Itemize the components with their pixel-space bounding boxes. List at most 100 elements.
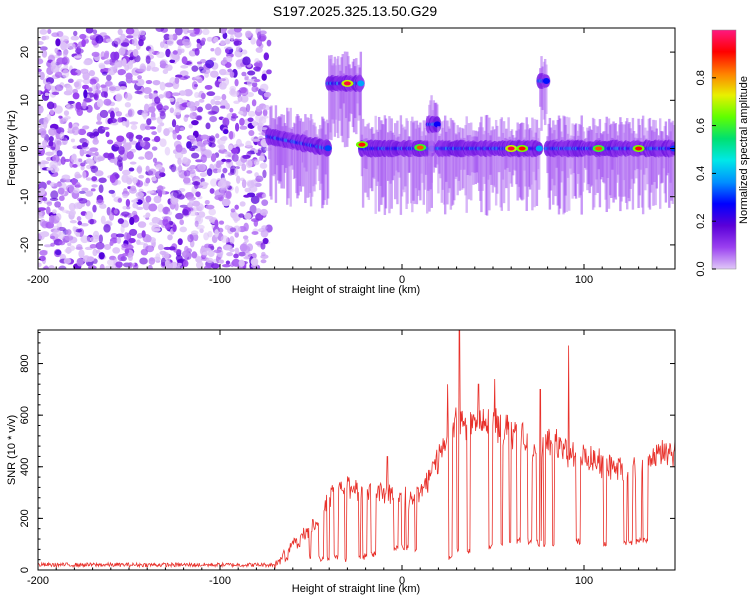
spectrogram-noise-cell [89, 165, 96, 169]
spectrogram-noise-cell [40, 231, 50, 238]
spectrogram-noise-cell [138, 174, 145, 179]
spectrogram-noise-cell [126, 35, 134, 39]
spectrogram-noise-cell [38, 212, 43, 217]
spectrogram-noise-cell [67, 242, 72, 247]
spectrogram-noise-cell [210, 178, 218, 187]
spectrogram-noise-cell [165, 64, 173, 71]
spectrogram-noise-cell [89, 236, 99, 243]
spectrogram-noise-cell [246, 78, 253, 87]
spectrogram-noise-cell [191, 81, 198, 90]
spectrogram-noise-cell [111, 64, 118, 71]
spectrogram-noise-cell [58, 241, 66, 246]
spectrogram-noise-cell [219, 105, 227, 109]
spectrogram-noise-cell [227, 28, 237, 35]
spectrogram-noise-cell [46, 101, 55, 110]
spectrogram-noise-cell [91, 83, 97, 92]
spectrogram-noise-cell [159, 41, 165, 48]
spectrogram-noise-cell [116, 237, 122, 244]
chart-title: S197.2025.325.13.50.G29 [273, 3, 437, 19]
spectrogram-noise-cell [117, 117, 123, 123]
spectrogram-noise-cell [60, 41, 67, 51]
spectrogram-noise-cell [186, 141, 192, 149]
spectrogram-noise-cell [123, 232, 129, 241]
spectrogram-noise-cell [148, 106, 156, 113]
spectrogram-noise-cell [234, 167, 239, 177]
spectrogram-noise-cell [167, 127, 174, 133]
spectrogram-noise-cell [252, 120, 257, 127]
spectrogram-noise-cell [112, 247, 121, 254]
spectrogram-noise-cell [77, 128, 87, 136]
spectrogram-noise-cell [217, 168, 222, 173]
spectrogram-noise-cell [39, 250, 48, 256]
spectrogram-noise-cell [50, 60, 57, 67]
spectrogram-noise-cell [71, 126, 80, 136]
spectrogram-noise-cell [182, 38, 191, 46]
spectrogram-noise-cell [75, 232, 81, 237]
spectrogram-noise-cell [194, 76, 202, 80]
spectrogram-core [433, 121, 441, 128]
spectrogram-noise-cell [169, 59, 176, 64]
spectrogram-noise-cell [204, 199, 210, 205]
colorbar-frame [711, 29, 737, 270]
spectrogram-noise-cell [108, 212, 115, 221]
spectrogram-noise-cell [130, 124, 138, 130]
spectrogram-noise-cell [145, 80, 153, 85]
spectrogram-noise-cell [246, 170, 253, 174]
spectrogram-noise-cell [157, 244, 164, 251]
spectrogram-noise-cell [96, 98, 104, 108]
spectrogram-cells [38, 28, 675, 269]
spectrogram-noise-cell [151, 131, 158, 136]
spectrogram-noise-cell [48, 140, 54, 147]
spectrogram-noise-cell [213, 36, 219, 43]
spectrogram-noise-cell [60, 35, 70, 42]
spectrogram-noise-cell [208, 137, 215, 142]
spectrogram-y-axis-title: Frequency (Hz) [6, 110, 18, 186]
spectrogram-noise-cell [249, 204, 257, 214]
spectrogram-y-tick-label: -10 [19, 189, 31, 205]
spectrogram-noise-cell [117, 69, 127, 75]
spectrogram-noise-cell [179, 226, 188, 233]
spectrogram-noise-cell [48, 136, 54, 143]
spectrogram-noise-cell [195, 159, 203, 163]
spectrogram-noise-cell [261, 251, 266, 257]
spectrogram-noise-cell [204, 247, 212, 252]
spectrogram-noise-cell [89, 218, 95, 225]
spectrogram-noise-cell [89, 147, 99, 152]
spectrogram-noise-cell [237, 95, 243, 103]
spectrogram-noise-cell [116, 233, 125, 238]
spectrogram-noise-cell [85, 190, 94, 197]
spectrogram-noise-cell [65, 229, 72, 236]
spectrogram-noise-cell [198, 98, 205, 103]
spectrogram-noise-cell [153, 195, 162, 204]
spectrogram-noise-cell [238, 110, 244, 115]
spectrogram-noise-cell [74, 48, 84, 54]
spectrogram-noise-cell [238, 213, 245, 218]
spectrogram-noise-cell [234, 231, 239, 238]
colorbar-tick-label: 0.6 [695, 118, 707, 133]
spectrogram-noise-cell [77, 220, 83, 226]
spectrogram-noise-cell [208, 243, 214, 249]
spectrogram-noise-cell [163, 216, 172, 223]
spectrogram-noise-cell [191, 65, 199, 72]
spectrogram-noise-cell [157, 124, 162, 133]
colorbar-tick-label: 0.0 [695, 261, 707, 276]
spectrogram-noise-cell [41, 139, 48, 148]
spectrogram-noise-cell [172, 50, 178, 55]
spectrogram-noise-cell [221, 158, 227, 162]
spectrogram-noise-cell [165, 48, 171, 58]
spectrogram-noise-cell [95, 83, 101, 90]
spectrogram-noise-cell [82, 171, 87, 179]
spectrogram-noise-cell [65, 184, 75, 193]
spectrogram-noise-cell [242, 154, 251, 159]
spectrogram-noise-cell [164, 146, 171, 156]
spectrogram-noise-cell [266, 39, 272, 47]
spectrogram-noise-cell [135, 180, 144, 188]
spectrogram-peak [358, 142, 366, 147]
spectrogram-noise-cell [207, 250, 215, 257]
spectrogram-noise-cell [165, 223, 171, 230]
spectrogram-noise-cell [38, 40, 44, 46]
spectrogram-noise-cell [261, 115, 269, 119]
spectrogram-noise-cell [105, 220, 112, 225]
spectrogram-noise-cell [175, 212, 184, 220]
spectrogram-noise-cell [241, 179, 247, 189]
